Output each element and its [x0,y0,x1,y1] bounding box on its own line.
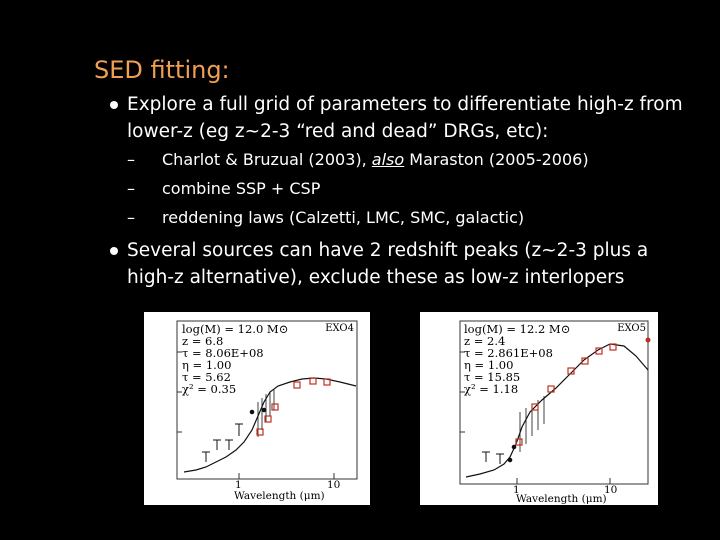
bullet-line: Several sources can have 2 redshift peak… [127,240,649,261]
subitem-text: Charlot & Bruzual (2003), [162,150,372,169]
bullet-line: lower-z (eg z~2-3 “red and dead” DRGs, e… [127,121,549,142]
x-axis-label: Wavelength (μm) [234,490,325,502]
param-line: χ² = 0.35 [182,382,237,396]
x-tick-label: 10 [327,479,341,491]
param-line: log(M) = 12.2 M⊙ [464,322,571,336]
dash-marker: – [127,208,135,227]
sed-plot-exo4: EXO4 log(M) = 12.0 M⊙ z = 6.8 τ = 8.06E+… [144,312,370,505]
x-tick-label: 1 [513,484,520,496]
x-axis-label: Wavelength (μm) [516,493,607,505]
bullet-dot-icon [110,101,118,109]
sed-plot-graphic [459,320,651,485]
param-line: log(M) = 12.0 M⊙ [182,322,289,336]
param-line: τ = 15.85 [464,370,521,384]
sed-plot-exo5: EXO5 log(M) = 12.2 M⊙ z = 2.4 τ = 2.861E… [420,312,658,505]
source-tag: EXO4 [325,323,354,334]
param-line: τ = 8.06E+08 [182,346,264,360]
subitem-models: – Charlot & Bruzual (2003), also Maraston… [127,150,589,170]
x-tick-label: 10 [604,484,618,496]
bullet-line: high-z alternative), exclude these as lo… [127,267,625,288]
param-line: η = 1.00 [182,358,232,372]
bullet-dot-icon [110,247,118,255]
source-tag: EXO5 [617,323,646,334]
param-line: z = 6.8 [182,334,224,348]
param-line: χ² = 1.18 [464,382,519,396]
subitem-reddening: – reddening laws (Calzetti, LMC, SMC, gal… [127,208,524,228]
subitem-combine: – combine SSP + CSP [127,179,320,199]
dash-marker: – [127,179,135,198]
subitem-emphasis: also [371,150,405,169]
bullet-line: Explore a full grid of parameters to dif… [127,94,683,115]
param-line: z = 2.4 [464,334,506,348]
param-line: η = 1.00 [464,358,514,372]
param-line: τ = 2.861E+08 [464,346,553,360]
subitem-text: combine SSP + CSP [162,179,321,198]
sed-plot-graphic [176,320,358,480]
slide-title: SED fitting: [94,56,230,84]
subitem-text: Maraston (2005-2006) [404,150,589,169]
param-line: τ = 5.62 [182,370,231,384]
subitem-text: reddening laws (Calzetti, LMC, SMC, gala… [162,208,525,227]
x-tick-label: 1 [235,479,242,491]
dash-marker: – [127,150,135,169]
